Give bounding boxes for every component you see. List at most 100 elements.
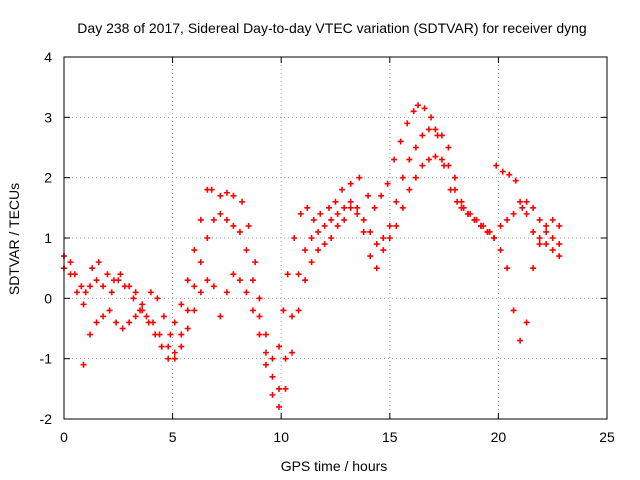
data-point xyxy=(210,216,217,223)
data-point xyxy=(197,216,204,223)
data-point xyxy=(191,283,198,290)
data-point xyxy=(282,385,289,392)
data-point xyxy=(80,361,87,368)
data-point xyxy=(497,222,504,229)
data-point xyxy=(289,349,296,356)
data-point xyxy=(256,331,263,338)
y-tick-label: 2 xyxy=(44,170,52,186)
data-point xyxy=(95,259,102,266)
data-point xyxy=(295,307,302,314)
data-point xyxy=(223,216,230,223)
data-point xyxy=(556,222,563,229)
data-point xyxy=(367,253,374,260)
data-point xyxy=(276,403,283,410)
data-point xyxy=(536,241,543,248)
data-point xyxy=(421,105,428,112)
data-point xyxy=(504,216,511,223)
data-point xyxy=(445,162,452,169)
data-points xyxy=(61,102,563,410)
data-point xyxy=(121,283,128,290)
data-point xyxy=(106,307,113,314)
data-point xyxy=(425,126,432,133)
data-point xyxy=(332,198,339,205)
data-point xyxy=(276,343,283,350)
data-point xyxy=(406,156,413,163)
x-tick-label: 10 xyxy=(273,429,289,445)
data-point xyxy=(523,319,530,326)
data-point xyxy=(321,222,328,229)
data-point xyxy=(397,138,404,145)
data-point xyxy=(325,204,332,211)
data-point xyxy=(415,102,422,109)
data-point xyxy=(147,289,154,296)
data-point xyxy=(371,204,378,211)
data-point xyxy=(208,186,215,193)
data-point xyxy=(386,235,393,241)
data-point xyxy=(74,289,81,296)
data-point xyxy=(291,235,298,241)
data-point xyxy=(78,283,85,290)
data-point xyxy=(458,204,465,211)
data-point xyxy=(119,325,126,332)
data-point xyxy=(458,198,465,205)
data-point xyxy=(308,259,315,266)
series-lower xyxy=(80,153,563,410)
data-point xyxy=(356,174,363,181)
data-point xyxy=(269,355,276,362)
data-point xyxy=(367,228,374,235)
data-point xyxy=(93,319,100,326)
data-point xyxy=(289,313,296,320)
data-point xyxy=(451,186,458,193)
y-tick-label: 1 xyxy=(44,230,52,246)
data-point xyxy=(115,277,122,284)
x-tick-label: 0 xyxy=(60,429,68,445)
y-tick-label: 0 xyxy=(44,290,52,306)
data-point xyxy=(419,132,426,139)
data-point xyxy=(67,259,74,266)
data-point xyxy=(341,216,348,223)
data-point xyxy=(223,289,230,296)
data-point xyxy=(178,343,185,350)
data-point xyxy=(171,355,178,362)
data-point xyxy=(236,228,243,235)
data-point xyxy=(100,313,107,320)
data-point xyxy=(556,253,563,260)
data-point xyxy=(386,222,393,229)
data-point xyxy=(365,192,372,199)
data-point xyxy=(484,228,491,235)
data-point xyxy=(536,235,543,241)
data-point xyxy=(530,228,537,235)
x-axis-label: GPS time / hours xyxy=(281,458,388,474)
data-point xyxy=(510,210,517,217)
data-point xyxy=(230,192,237,199)
data-point xyxy=(217,192,224,199)
data-point xyxy=(536,216,543,223)
data-point xyxy=(549,235,556,241)
data-point xyxy=(165,355,172,362)
data-point xyxy=(499,168,506,175)
data-point xyxy=(184,325,191,332)
data-point xyxy=(517,198,524,205)
data-point xyxy=(512,177,519,184)
data-point xyxy=(143,313,150,320)
data-point xyxy=(243,289,250,296)
data-point xyxy=(523,198,530,205)
x-tick-label: 25 xyxy=(599,429,615,445)
data-point xyxy=(104,271,111,278)
data-point xyxy=(239,198,246,205)
data-point xyxy=(167,331,174,338)
data-point xyxy=(347,198,354,205)
data-point xyxy=(412,144,419,151)
data-point xyxy=(384,180,391,187)
data-point xyxy=(184,277,191,284)
data-point xyxy=(360,228,367,235)
data-point xyxy=(165,343,172,350)
data-point xyxy=(378,192,385,199)
data-point xyxy=(399,174,406,181)
data-point xyxy=(315,247,322,254)
y-tick-label: 4 xyxy=(44,49,52,65)
data-point xyxy=(87,331,94,338)
y-axis-label: SDTVAR / TECUs xyxy=(6,183,22,295)
data-point xyxy=(302,247,309,254)
